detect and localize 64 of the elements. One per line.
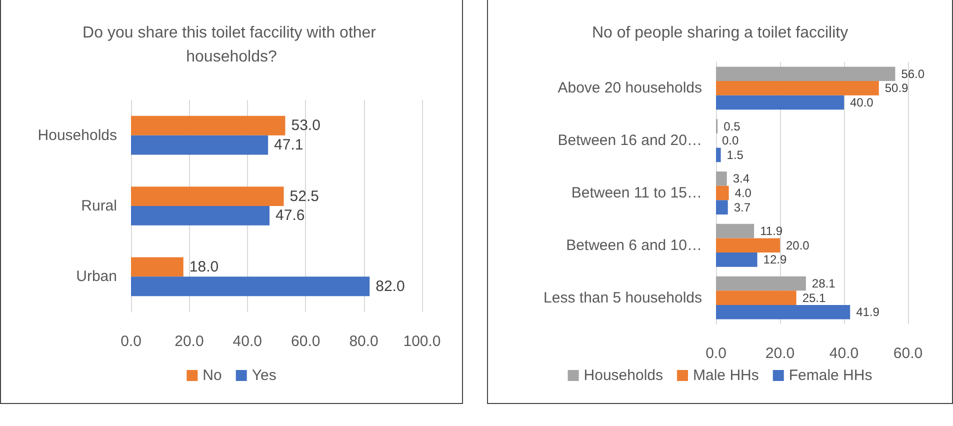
y-tick-label: Between 11 to 15…	[571, 184, 702, 202]
data-label: 18.0	[189, 258, 219, 276]
bar	[716, 200, 728, 214]
x-tick-label: 40.0	[829, 345, 859, 362]
data-label: 12.9	[763, 252, 787, 267]
data-label: 82.0	[376, 278, 405, 295]
bar	[716, 95, 844, 110]
bar	[131, 186, 284, 206]
data-label: 0.0	[722, 134, 740, 148]
data-label: 53.0	[291, 117, 320, 134]
bar	[131, 276, 370, 296]
x-tick-label: 60.0	[291, 333, 320, 350]
x-tick-label: 20.0	[765, 345, 795, 362]
chart-title: Do you share this toilet faccility with other households?	[82, 24, 380, 66]
bar	[716, 81, 879, 96]
bar	[716, 224, 754, 238]
bar	[716, 186, 729, 200]
chart-title: No of people sharing a toilet faccility	[592, 24, 848, 42]
legend-label: No	[202, 367, 222, 384]
legend-label: Male HHs	[693, 367, 759, 384]
y-tick-label: Households	[38, 126, 117, 144]
data-label: 50.9	[884, 81, 909, 96]
x-tick-label: 40.0	[232, 333, 262, 350]
x-tick-label: 100.0	[403, 333, 441, 350]
y-tick-label: Urban	[76, 268, 117, 286]
bar	[716, 148, 721, 162]
bar	[716, 304, 850, 320]
bar	[716, 66, 896, 82]
legend-label: Yes	[252, 367, 276, 384]
data-label: 11.9	[760, 224, 783, 238]
data-label: 20.0	[786, 238, 810, 252]
data-label: 0.5	[724, 119, 741, 134]
legend-label: Female HHs	[788, 367, 872, 384]
y-tick-label: Less than 5 households	[544, 289, 702, 306]
data-label: 56.0	[901, 66, 925, 81]
data-label: 3.4	[732, 172, 750, 186]
data-label: 47.1	[274, 136, 304, 154]
data-label: 3.7	[734, 200, 751, 214]
x-tick-label: 20.0	[174, 333, 204, 350]
data-label: 41.9	[856, 305, 880, 320]
bar	[131, 116, 286, 136]
bar	[131, 135, 268, 155]
y-tick-label: Above 20 households	[558, 80, 702, 97]
y-tick-label: Between 6 and 10…	[566, 236, 702, 254]
x-tick-label: 0.0	[120, 333, 142, 350]
data-label: 25.1	[802, 290, 826, 305]
data-label: 1.5	[726, 148, 744, 162]
x-tick-label: 60.0	[893, 345, 923, 362]
bar	[716, 252, 758, 267]
data-label: 4.0	[734, 186, 752, 200]
bar	[131, 206, 270, 226]
data-label: 52.5	[290, 188, 319, 205]
bar	[716, 238, 780, 253]
bar	[131, 257, 184, 277]
y-tick-label: Rural	[81, 198, 117, 214]
x-tick-label: 80.0	[349, 333, 378, 350]
bar	[716, 290, 796, 305]
y-tick-label: Between 16 and 20…	[558, 132, 702, 150]
data-label: 28.1	[812, 276, 836, 290]
bar	[716, 276, 806, 291]
data-label: 40.0	[850, 96, 874, 110]
x-tick-label: 0.0	[706, 345, 726, 362]
data-label: 47.6	[276, 207, 305, 224]
bar	[716, 172, 727, 186]
